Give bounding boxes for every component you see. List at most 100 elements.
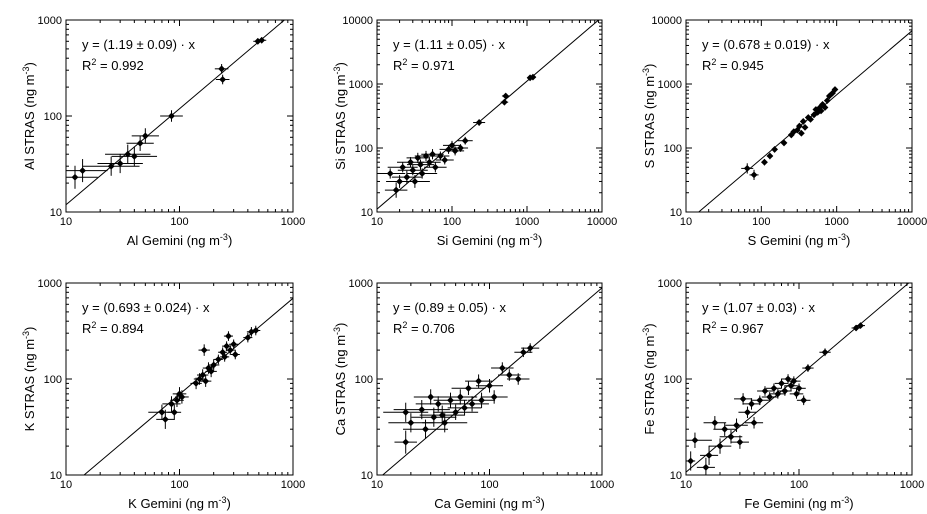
data-point	[160, 110, 183, 122]
x-axis-title-main: K Gemini (ng m	[128, 496, 218, 511]
data-point	[377, 168, 406, 179]
data-point	[167, 404, 182, 420]
diamond-marker	[402, 438, 410, 446]
diamond-marker	[750, 171, 758, 179]
y-axis-title-main: Si STRAS (ng m	[333, 75, 348, 170]
diamond-marker	[196, 375, 203, 383]
diamond-marker	[766, 393, 774, 401]
r-squared-value: = 0.967	[716, 321, 763, 336]
diamond-marker	[486, 382, 493, 390]
data-point	[771, 146, 778, 153]
x-axis-title-exponent: -3	[220, 232, 228, 242]
diamond-marker	[441, 156, 449, 164]
data-point	[229, 339, 239, 350]
y-tick-label: 100	[664, 143, 682, 155]
diamond-marker	[451, 147, 459, 155]
diamond-marker	[225, 332, 232, 340]
r-squared-exponent: 2	[402, 320, 407, 330]
scatter-panel: 10 100 1000 10000 10 100 1000 10000 y = (0.678 ±…	[641, 15, 927, 248]
data-point	[801, 123, 809, 131]
r-squared-exponent: 2	[91, 57, 96, 67]
r-squared-symbol: R	[82, 321, 91, 336]
data-point	[196, 369, 209, 381]
data-point	[66, 165, 98, 189]
diamond-marker	[411, 178, 419, 185]
diamond-marker	[795, 122, 803, 130]
x-axis-title-end: )	[849, 496, 853, 511]
diamond-marker	[761, 158, 768, 166]
r-squared-exponent: 2	[711, 320, 716, 330]
r-squared: R2 = 0.967	[702, 320, 764, 336]
y-axis-title-end: )	[333, 62, 348, 66]
data-point	[199, 375, 212, 387]
diamond-marker	[519, 348, 527, 356]
diamond-marker	[736, 438, 744, 446]
x-axis-title: S Gemini (ng m-3)	[748, 232, 851, 248]
diamond-marker	[107, 162, 115, 170]
diamond-marker	[396, 178, 403, 185]
data-point	[433, 392, 468, 408]
fit-line	[66, 20, 286, 206]
data-point	[734, 393, 753, 405]
data-point	[795, 122, 803, 130]
data-point	[506, 373, 530, 385]
diamond-marker	[214, 356, 222, 363]
data-point	[750, 395, 769, 406]
diamond-marker	[771, 146, 778, 153]
y-tick-label: 10000	[342, 15, 373, 27]
data-point	[501, 92, 510, 100]
data-point	[198, 344, 210, 356]
data-point	[205, 365, 217, 378]
diamond-marker	[244, 334, 252, 341]
diamond-marker	[407, 419, 415, 427]
diamond-marker	[448, 141, 456, 149]
data-point	[453, 144, 469, 152]
y-axis-title-end: )	[642, 323, 657, 327]
diamond-marker	[407, 158, 414, 166]
x-axis-title-end: )	[226, 496, 230, 511]
x-axis-title: Al Gemini (ng m-3)	[127, 232, 233, 248]
diamond-marker	[170, 408, 178, 416]
x-tick-label: 1000	[824, 216, 848, 228]
y-tick-label: 100	[44, 374, 62, 386]
x-axis-title-end: )	[228, 233, 232, 248]
y-tick-label: 10	[361, 207, 373, 219]
x-axis-title-end: )	[540, 496, 544, 511]
data-point	[789, 389, 804, 399]
y-axis-title: Fe STRAS (ng m-3)	[641, 323, 657, 434]
r-squared: R2 = 0.894	[82, 320, 144, 336]
data-point	[391, 170, 422, 184]
data-point	[476, 379, 503, 393]
data-point	[819, 348, 831, 357]
data-point	[399, 175, 430, 188]
diamond-marker	[691, 436, 699, 444]
data-point	[383, 402, 429, 422]
diamond-marker	[468, 400, 476, 408]
diamond-marker	[218, 65, 226, 73]
y-axis-title: Si STRAS (ng m-3)	[332, 62, 348, 170]
x-axis-title: Si Gemini (ng m-3)	[437, 232, 543, 248]
data-point	[769, 389, 786, 399]
x-axis-title-main: Al Gemini (ng m	[127, 233, 220, 248]
diamond-marker	[79, 167, 86, 174]
data-point	[761, 392, 778, 402]
data-point	[207, 359, 220, 371]
diamond-marker	[502, 92, 510, 100]
data-point	[730, 435, 749, 449]
y-axis-title-end: )	[333, 323, 348, 327]
r-squared-symbol: R	[82, 58, 91, 73]
data-point	[215, 74, 230, 85]
diamond-marker	[797, 129, 805, 137]
data-point	[719, 430, 743, 444]
diamond-marker	[831, 86, 839, 93]
diamond-marker	[795, 384, 803, 392]
r-squared-exponent: 2	[402, 57, 407, 67]
y-axis-title-exponent: -3	[641, 328, 651, 336]
data-point	[686, 432, 712, 448]
r-squared-value: = 0.706	[407, 321, 454, 336]
x-tick-label: 10000	[897, 216, 927, 228]
diamond-marker	[130, 152, 138, 160]
diamond-marker	[418, 406, 426, 414]
data-point	[473, 119, 486, 126]
data-point	[407, 168, 438, 179]
